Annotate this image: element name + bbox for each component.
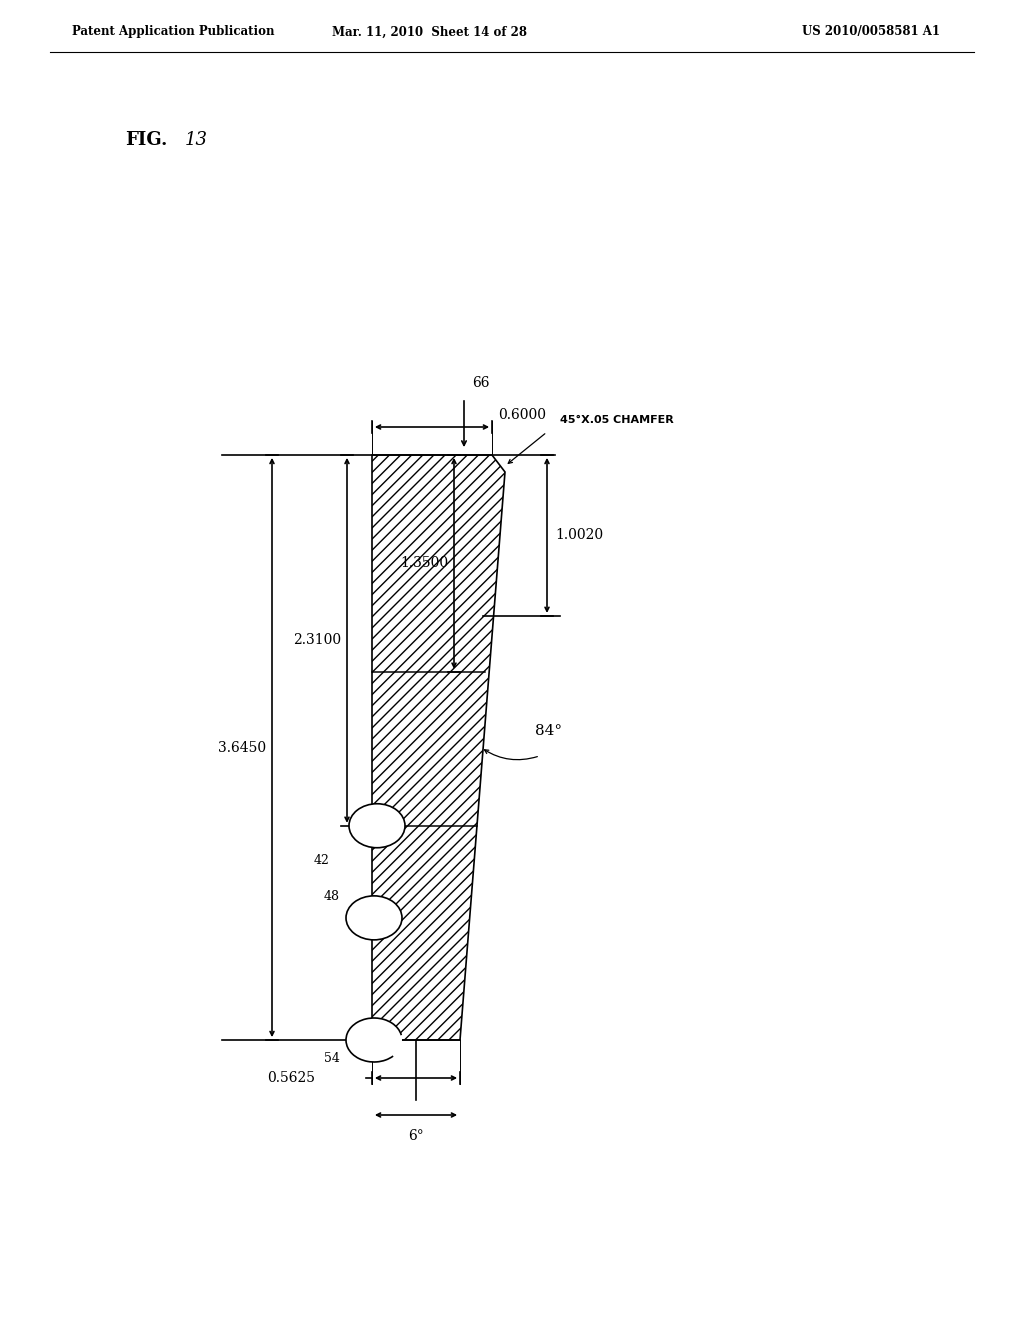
Text: 13: 13 <box>185 131 208 149</box>
Text: Patent Application Publication: Patent Application Publication <box>72 25 274 38</box>
Text: 54: 54 <box>324 1052 340 1065</box>
Text: US 2010/0058581 A1: US 2010/0058581 A1 <box>802 25 940 38</box>
Text: 45°X.05 CHAMFER: 45°X.05 CHAMFER <box>560 414 674 425</box>
Ellipse shape <box>346 1018 402 1063</box>
Text: 0.6000: 0.6000 <box>498 408 546 422</box>
Ellipse shape <box>346 896 402 940</box>
Text: 48: 48 <box>324 890 340 903</box>
Text: 1.0020: 1.0020 <box>555 528 603 543</box>
Ellipse shape <box>349 804 406 847</box>
Text: Mar. 11, 2010  Sheet 14 of 28: Mar. 11, 2010 Sheet 14 of 28 <box>333 25 527 38</box>
Text: 0.5625: 0.5625 <box>267 1071 315 1085</box>
Text: 2.3100: 2.3100 <box>293 634 341 647</box>
Text: 84°: 84° <box>535 723 562 738</box>
Text: 66: 66 <box>472 376 489 389</box>
Text: 42: 42 <box>314 854 330 867</box>
Text: 1.3500: 1.3500 <box>400 556 449 570</box>
Polygon shape <box>372 455 505 1040</box>
Text: 6°: 6° <box>409 1129 424 1143</box>
Text: FIG.: FIG. <box>125 131 167 149</box>
Text: 3.6450: 3.6450 <box>218 741 266 755</box>
